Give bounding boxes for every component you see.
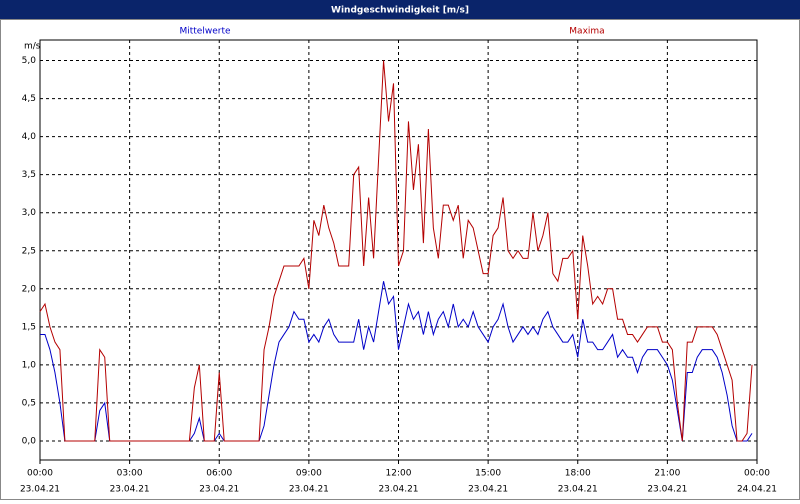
data-line: [39, 60, 753, 442]
x-tick-label: 00:00: [27, 469, 53, 479]
x-tick-date: 23.04.21: [558, 485, 598, 495]
legend-label: Maxima: [569, 27, 604, 37]
y-tick-label: 5,0: [22, 56, 37, 66]
x-tick-date: 23.04.21: [468, 485, 508, 495]
x-tick-label: 06:00: [206, 469, 232, 479]
y-tick-label: 2,0: [22, 284, 37, 294]
y-tick-label: 3,0: [22, 208, 37, 218]
y-tick-label: 1,5: [22, 322, 36, 332]
x-tick-label: 15:00: [475, 469, 501, 479]
x-tick-label: 03:00: [117, 469, 143, 479]
title-bar: [0, 0, 800, 19]
x-tick-label: 18:00: [565, 469, 591, 479]
y-axis-unit: m/s: [24, 42, 41, 52]
x-tick-label: 12:00: [386, 469, 412, 479]
y-tick-label: 2,5: [22, 246, 36, 256]
y-tick-label: 0,5: [22, 398, 36, 408]
x-tick-date: 23.04.21: [199, 485, 239, 495]
x-tick-label: 00:00: [744, 469, 770, 479]
x-tick-label: 09:00: [296, 469, 322, 479]
legend-label: Mittelwerte: [179, 27, 230, 37]
x-tick-date: 23.04.21: [647, 485, 687, 495]
x-tick-date: 23.04.21: [110, 485, 150, 495]
y-tick-label: 4,0: [22, 132, 37, 142]
x-tick-date: 23.04.21: [378, 485, 418, 495]
y-tick-label: 0,0: [22, 436, 37, 446]
x-tick-date: 23.04.21: [20, 485, 60, 495]
chart-title: Windgeschwindigkeit [m/s]: [331, 6, 469, 16]
y-tick-label: 4,5: [22, 94, 36, 104]
x-tick-label: 21:00: [654, 469, 680, 479]
y-tick-label: 3,5: [22, 170, 36, 180]
y-tick-label: 1,0: [22, 360, 37, 370]
x-tick-date: 24.04.21: [737, 485, 777, 495]
x-tick-date: 23.04.21: [289, 485, 329, 495]
